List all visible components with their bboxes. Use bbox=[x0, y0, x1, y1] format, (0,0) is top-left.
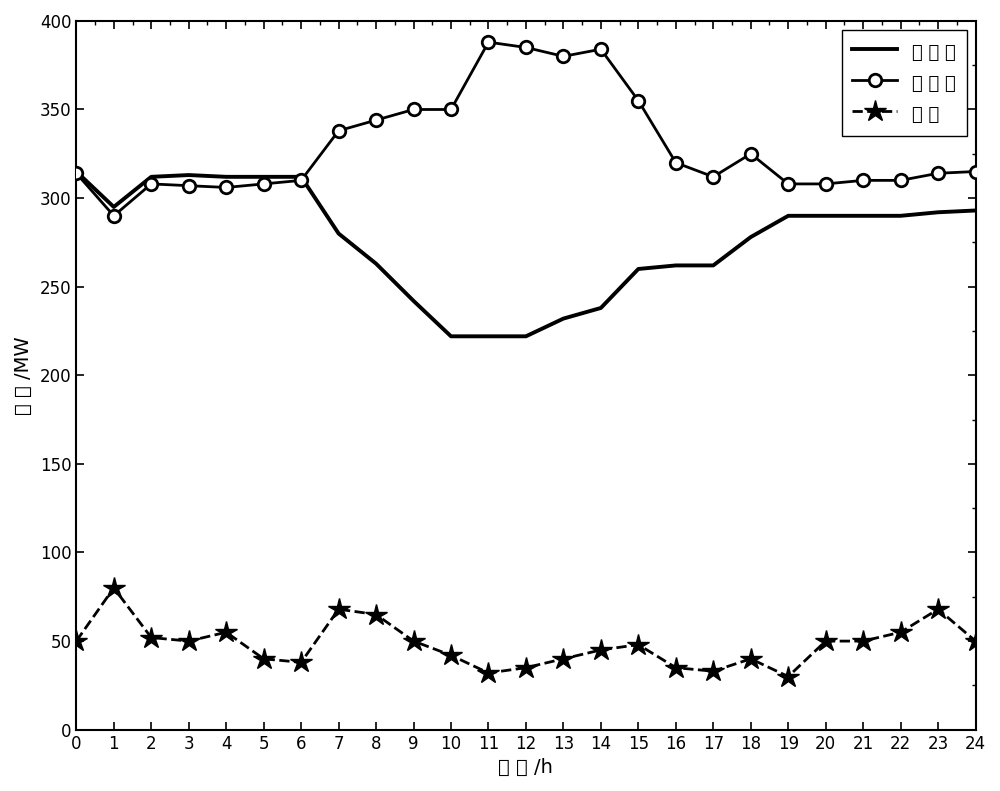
电 负 荷 bbox=[258, 180, 270, 189]
风 电 bbox=[895, 627, 907, 637]
风 电 bbox=[482, 668, 494, 678]
热 负 荷 bbox=[970, 206, 982, 215]
电 负 荷 bbox=[183, 181, 195, 191]
X-axis label: 时 间 /h: 时 间 /h bbox=[498, 758, 553, 777]
电 负 荷 bbox=[445, 104, 457, 114]
电 负 荷 bbox=[932, 168, 944, 178]
电 负 荷 bbox=[70, 168, 82, 178]
热 负 荷 bbox=[595, 303, 607, 312]
热 负 荷 bbox=[295, 172, 307, 182]
风 电 bbox=[333, 604, 345, 614]
电 负 荷 bbox=[482, 37, 494, 47]
热 负 荷 bbox=[108, 202, 120, 212]
电 负 荷 bbox=[557, 51, 569, 61]
风 电 bbox=[183, 636, 195, 645]
风 电 bbox=[745, 654, 757, 664]
风 电 bbox=[932, 604, 944, 614]
电 负 荷 bbox=[145, 180, 157, 189]
电 负 荷 bbox=[970, 167, 982, 176]
热 负 荷 bbox=[333, 229, 345, 238]
热 负 荷 bbox=[445, 331, 457, 341]
热 负 荷 bbox=[482, 331, 494, 341]
风 电 bbox=[632, 640, 644, 649]
电 负 荷 bbox=[333, 126, 345, 135]
风 电 bbox=[220, 627, 232, 637]
热 负 荷 bbox=[820, 211, 832, 221]
Line: 电 负 荷: 电 负 荷 bbox=[70, 36, 982, 222]
风 电 bbox=[520, 663, 532, 672]
热 负 荷 bbox=[670, 261, 682, 271]
风 电 bbox=[557, 654, 569, 664]
热 负 荷 bbox=[782, 211, 794, 221]
风 电 bbox=[782, 672, 794, 681]
热 负 荷 bbox=[220, 172, 232, 182]
热 负 荷 bbox=[632, 264, 644, 274]
风 电 bbox=[370, 610, 382, 619]
电 负 荷 bbox=[370, 115, 382, 125]
热 负 荷 bbox=[258, 172, 270, 182]
电 负 荷 bbox=[670, 158, 682, 168]
风 电 bbox=[445, 650, 457, 660]
热 负 荷 bbox=[183, 170, 195, 180]
电 负 荷 bbox=[820, 180, 832, 189]
电 负 荷 bbox=[595, 44, 607, 54]
热 负 荷 bbox=[707, 261, 719, 271]
电 负 荷 bbox=[745, 149, 757, 158]
热 负 荷 bbox=[557, 314, 569, 324]
热 负 荷 bbox=[895, 211, 907, 221]
风 电 bbox=[145, 633, 157, 642]
电 负 荷 bbox=[220, 183, 232, 192]
Y-axis label: 功 率 /MW: 功 率 /MW bbox=[14, 336, 33, 414]
热 负 荷 bbox=[745, 233, 757, 242]
Line: 热 负 荷: 热 负 荷 bbox=[76, 172, 976, 336]
风 电 bbox=[258, 654, 270, 664]
电 负 荷 bbox=[707, 172, 719, 182]
电 负 荷 bbox=[295, 176, 307, 185]
风 电 bbox=[595, 645, 607, 655]
风 电 bbox=[70, 636, 82, 645]
热 负 荷 bbox=[70, 167, 82, 176]
风 电 bbox=[408, 636, 420, 645]
风 电 bbox=[670, 663, 682, 672]
电 负 荷 bbox=[895, 176, 907, 185]
风 电 bbox=[707, 667, 719, 676]
热 负 荷 bbox=[932, 207, 944, 217]
热 负 荷 bbox=[520, 331, 532, 341]
热 负 荷 bbox=[857, 211, 869, 221]
风 电 bbox=[295, 657, 307, 667]
电 负 荷 bbox=[108, 211, 120, 221]
风 电 bbox=[108, 583, 120, 592]
风 电 bbox=[857, 636, 869, 645]
电 负 荷 bbox=[857, 176, 869, 185]
电 负 荷 bbox=[520, 43, 532, 52]
热 负 荷 bbox=[370, 259, 382, 268]
热 负 荷 bbox=[145, 172, 157, 182]
电 负 荷 bbox=[782, 180, 794, 189]
Line: 风 电: 风 电 bbox=[65, 577, 987, 687]
热 负 荷 bbox=[408, 296, 420, 305]
电 负 荷 bbox=[632, 96, 644, 105]
电 负 荷 bbox=[408, 104, 420, 114]
Legend: 热 负 荷, 电 负 荷, 风 电: 热 负 荷, 电 负 荷, 风 电 bbox=[842, 30, 967, 136]
风 电 bbox=[820, 636, 832, 645]
风 电 bbox=[970, 636, 982, 645]
